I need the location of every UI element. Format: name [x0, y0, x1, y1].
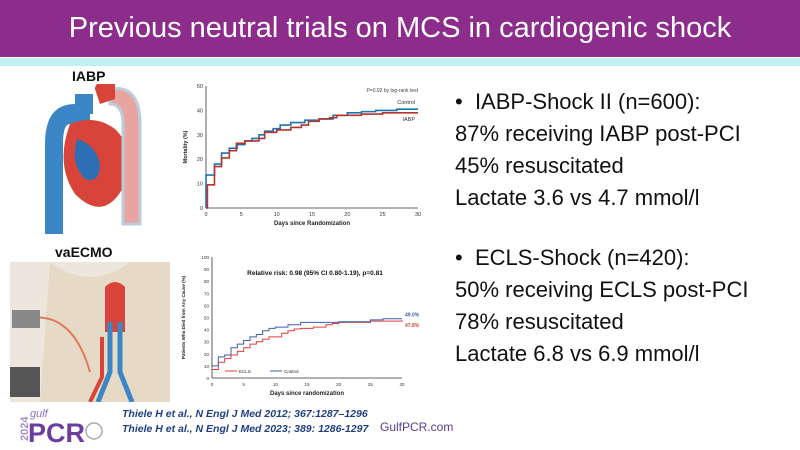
x-tick-label: 0: [204, 212, 207, 218]
x-tick-label: 20: [336, 382, 342, 387]
y-tick-label: 80: [204, 279, 210, 284]
y-tick-label: 30: [204, 340, 210, 345]
iabp-shock-km-chart: 0 5 10 15 20 25 30 0 10 20 30 40 50 Days since Random…: [175, 78, 430, 230]
iabp-heart-illustration: [15, 84, 170, 234]
iabp-label: IABP: [72, 68, 106, 84]
y-tick-label: 10: [197, 182, 203, 188]
y-tick-label: 70: [204, 291, 210, 296]
y-tick-label: 10: [204, 364, 210, 369]
ecls-stat-2: 78% resuscitated: [455, 309, 624, 334]
y-tick-label: 40: [204, 328, 210, 333]
km-curve-control: [212, 318, 402, 367]
x-tick-label: 30: [399, 382, 405, 387]
trial-summary: • IABP-Shock II (n=600): 87% receiving I…: [455, 86, 795, 370]
y-tick-label: 40: [197, 108, 203, 114]
iabp-stat-2: 45% resuscitated: [455, 153, 624, 178]
ecls-stat-3: Lactate 6.8 vs 6.9 mmol/l: [455, 341, 700, 366]
ecls-stat-1: 50% receiving ECLS post-PCI: [455, 277, 749, 302]
x-tick-label: 20: [344, 212, 350, 218]
x-axis-label: Days since randomization: [270, 391, 344, 397]
gulfpcr-logo: 2024 gulf PCR: [19, 408, 103, 445]
x-tick-label: 25: [380, 212, 386, 218]
x-axis-label: Days since Randomization: [274, 221, 350, 227]
chart-annotation: P=0.92 by log-rank test: [366, 88, 418, 94]
accent-strip: [0, 58, 800, 66]
svg-text:gulf: gulf: [30, 408, 49, 420]
series-label: IABP: [402, 117, 415, 123]
x-tick-label: 25: [368, 382, 374, 387]
y-axis-label: Mortality (%): [183, 130, 189, 163]
bullet-iabp-shock: • IABP-Shock II (n=600):: [455, 89, 701, 114]
slide-title: Previous neutral trials on MCS in cardio…: [0, 0, 800, 57]
svg-text:2024: 2024: [19, 416, 31, 441]
chart-annotation: Relative risk: 0.98 (95% CI 0.80-1.19), …: [247, 270, 383, 277]
website-link[interactable]: GulfPCR.com: [380, 420, 454, 434]
y-tick-label: 60: [204, 303, 210, 308]
y-tick-label: 0: [200, 206, 203, 212]
iabp-stat-1: 87% receiving IABP post-PCI: [455, 121, 741, 146]
y-tick-label: 20: [197, 157, 203, 163]
svg-text:PCR: PCR: [28, 418, 85, 445]
end-value-label: 47.8%: [405, 323, 420, 329]
ecmo-oxygenator: [12, 310, 40, 328]
iabp-stat-3: Lactate 3.6 vs 4.7 mmol/l: [455, 185, 700, 210]
reference-1: Thiele H et al., N Engl J Med 2012; 367:…: [122, 408, 368, 420]
reference-2: Thiele H et al., N Engl J Med 2023; 389:…: [122, 423, 369, 435]
y-tick-label: 90: [204, 267, 210, 272]
y-tick-label: 100: [201, 255, 209, 260]
x-tick-label: 5: [240, 212, 243, 218]
y-axis-label: Patients Who Died from Any Cause (%): [181, 275, 186, 359]
y-tick-label: 0: [206, 376, 209, 381]
km-curve-ecls: [212, 320, 403, 371]
references: Thiele H et al., N Engl J Med 2012; 367:…: [122, 407, 368, 437]
y-tick-label: 50: [197, 84, 203, 90]
ecmo-pump: [10, 367, 40, 397]
vaecmo-label: vaECMO: [55, 244, 113, 260]
end-value-label: 49.0%: [405, 313, 420, 319]
series-label: Control: [397, 100, 415, 106]
x-tick-label: 10: [273, 382, 279, 387]
km-curve-iabp: [206, 112, 418, 209]
y-tick-label: 30: [197, 133, 203, 139]
legend-label: ECLS: [239, 369, 251, 374]
y-tick-label: 50: [204, 316, 210, 321]
ecls-shock-km-chart: 0 5 10 15 20 25 30 0 10 20 30 40 50 60 70 80 90 100 Days s…: [175, 245, 430, 397]
x-tick-label: 0: [211, 382, 214, 387]
bullet-ecls-shock: • ECLS-Shock (n=420):: [455, 245, 690, 270]
y-tick-label: 20: [204, 352, 210, 357]
km-curve-control: [205, 108, 418, 208]
x-tick-label: 10: [274, 212, 280, 218]
x-tick-label: 15: [309, 212, 315, 218]
x-tick-label: 5: [242, 382, 245, 387]
vaecmo-illustration: [10, 262, 170, 402]
x-tick-label: 30: [415, 212, 421, 218]
x-tick-label: 15: [304, 382, 310, 387]
legend-label: Control: [284, 369, 299, 374]
